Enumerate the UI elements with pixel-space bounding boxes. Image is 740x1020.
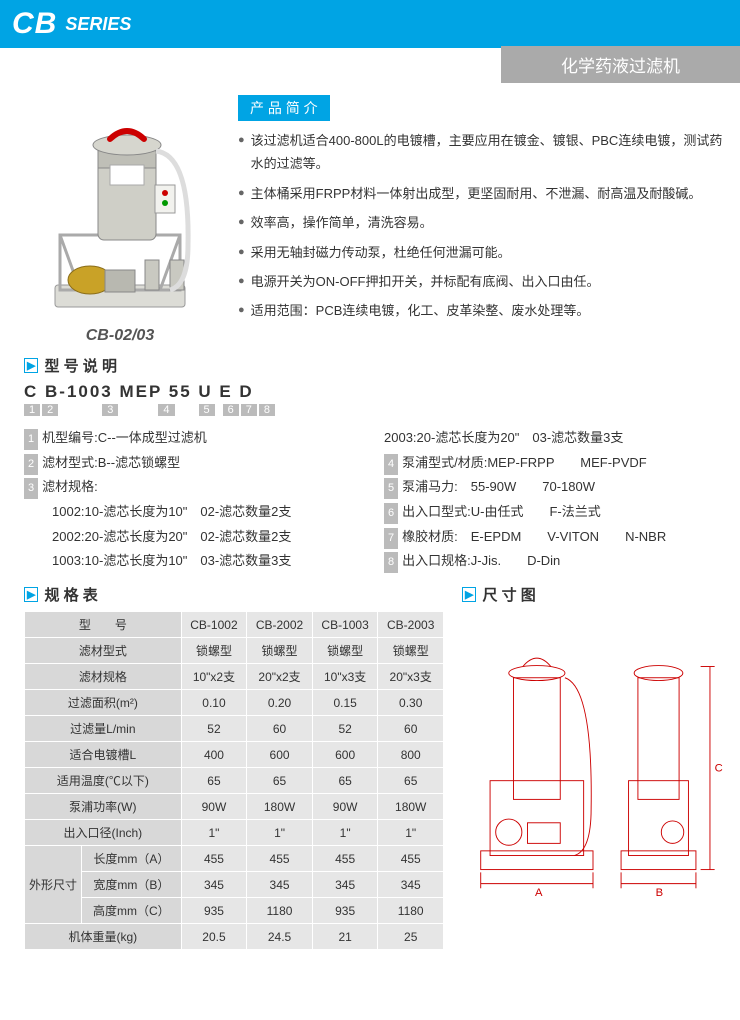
model-code: C B-1003 MEP 55 U E D [24,382,716,402]
idx-box: 7 [241,404,257,416]
model-index-row: 1 2 3 4 5 6 7 8 [24,404,716,416]
intro-item: 适用范围：PCB连续电镀，化工、皮革染整、废水处理等。 [238,299,724,322]
dim-heading: 尺 寸 图 [462,584,724,605]
product-label: CB-02/03 [20,327,220,345]
product-photo-block: CB-02/03 [20,95,220,345]
intro-item: 电源开关为ON-OFF押扣开关，并标配有底阀、出入口由任。 [238,270,724,293]
model-section: 型 号 说 明 C B-1003 MEP 55 U E D 1 2 3 4 5 … [0,345,740,574]
intro-list: 该过滤机适合400-800L的电镀槽，主要应用在镀金、镀银、PBC连续电镀，测试… [238,129,724,323]
intro-heading: 产 品 简 介 [238,95,330,121]
spec-section: 规 格 表 型 号 CB-1002CB-2002 CB-1003CB-2003 … [24,584,444,950]
title-tab-wrap: 化学药液过滤机 [0,46,740,83]
model-col-left: 1机型编号:C--一体成型过滤机 2滤材型式:B--滤芯锁螺型 3滤材规格: 1… [24,426,354,574]
table-row: 型 号 CB-1002CB-2002 CB-1003CB-2003 [25,612,444,638]
brand-series: SERIES [65,14,131,35]
idx-box: 2 [42,404,58,416]
product-image [20,95,220,320]
dim-a-label: A [535,887,543,899]
idx-box: 4 [158,404,174,416]
intro-item: 效率高，操作简单，清洗容易。 [238,211,724,234]
header-bar: CB SERIES [0,0,740,48]
intro-block: 产 品 简 介 该过滤机适合400-800L的电镀槽，主要应用在镀金、镀银、PB… [238,95,724,345]
brand-cb: CB [12,7,57,41]
dim-c-label: C [715,762,723,774]
idx-box: 5 [199,404,215,416]
page-title: 化学药液过滤机 [501,46,740,83]
dim-b-label: B [656,887,663,899]
model-col-right: 2003:20-滤芯长度为20" 03-滤芯数量3支 4泵浦型式/材质:MEP-… [384,426,666,574]
spec-heading: 规 格 表 [24,584,444,605]
spec-table: 型 号 CB-1002CB-2002 CB-1003CB-2003 滤材型式锁螺… [24,611,444,950]
idx-box: 3 [102,404,118,416]
intro-item: 采用无轴封磁力传动泵，杜绝任何泄漏可能。 [238,241,724,264]
dimension-drawing: A B C [462,611,724,941]
dimension-section: 尺 寸 图 [462,584,724,950]
intro-item: 该过滤机适合400-800L的电镀槽，主要应用在镀金、镀银、PBC连续电镀，测试… [238,129,724,176]
model-heading: 型 号 说 明 [24,355,716,376]
idx-box: 8 [259,404,275,416]
idx-box: 1 [24,404,40,416]
intro-item: 主体桶采用FRPP材料一体射出成型，更坚固耐用、不泄漏、耐高温及耐酸碱。 [238,182,724,205]
idx-box: 6 [223,404,239,416]
